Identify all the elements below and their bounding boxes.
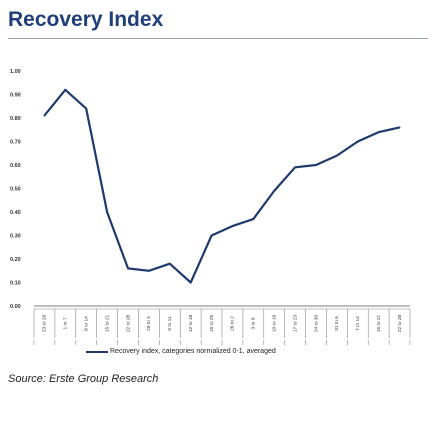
data-point: [252, 218, 255, 220]
x-tick-label: 19 to 25: [209, 315, 215, 333]
data-point: [335, 154, 338, 157]
data-point: [147, 269, 150, 272]
data-point: [294, 166, 297, 169]
x-tick-label: 22 to 28: [397, 315, 403, 333]
data-point: [64, 88, 67, 91]
data-point: [231, 225, 234, 228]
x-tick-label: 12 to 18: [188, 315, 194, 333]
x-tick-label: 8 to 14: [83, 316, 89, 331]
x-tick-label: 29 to 4: [146, 316, 152, 331]
x-tick-label: 26 to 2: [230, 316, 236, 331]
y-tick-label: 0.20: [10, 257, 21, 263]
y-tick-label: 0.80: [10, 116, 21, 122]
y-tick-label: 0.90: [10, 93, 21, 99]
y-tick-label: 0.40: [10, 210, 21, 216]
legend-line-swatch: [86, 350, 108, 353]
chart-title: Recovery Index: [8, 8, 164, 31]
legend-label: Recovery index, categories normalized 0-…: [110, 348, 276, 355]
recovery-index-chart: 0.00 0.10 0.20 0.30 0.40 0.50 0.60 0.70 0.80 0.90…: [10, 69, 411, 345]
data-point: [85, 107, 88, 110]
x-tick-label: 24 to 30: [313, 315, 319, 333]
data-point: [189, 281, 192, 284]
x-tick-label: 15 to 21: [376, 315, 382, 333]
x-tick-label: 7 to 14: [355, 316, 361, 331]
x-tick-label: 15 to 21: [104, 315, 110, 333]
data-point: [273, 189, 276, 192]
y-tick-label: 0.00: [10, 304, 21, 310]
title-rule: [8, 38, 428, 39]
data-point: [43, 114, 46, 117]
x-tick-label: 31 to 6: [334, 316, 340, 331]
x-tick-label: 22 to 28: [125, 315, 131, 333]
data-point: [168, 262, 171, 265]
data-point: [356, 140, 359, 143]
data-point: [398, 126, 401, 129]
x-tick-label: 3 to 9: [251, 317, 257, 329]
x-tick-label: 23 to 29: [42, 315, 48, 333]
y-tick-label: 0.10: [10, 281, 21, 287]
x-tick-label: 10 to 16: [271, 315, 277, 333]
data-point: [127, 267, 129, 270]
x-tick-label: 1 to 7: [63, 317, 69, 329]
y-tick-label: 0.50: [10, 187, 21, 193]
data-point: [210, 234, 213, 237]
y-tick-label: 0.70: [10, 140, 21, 146]
data-point: [106, 211, 109, 213]
recovery-index-line: [43, 88, 400, 284]
y-tick-label: 0.30: [10, 234, 21, 240]
data-point: [377, 131, 380, 134]
x-tick-label: 5 to 11: [167, 316, 173, 331]
data-point: [315, 164, 317, 166]
x-tick-label: 17 to 23: [292, 315, 298, 333]
y-tick-label: 0.60: [10, 163, 21, 169]
source-note: Source: Erste Group Research: [8, 373, 159, 385]
y-tick-label: 1.00: [10, 69, 21, 75]
chart-legend: Recovery index, categories normalized 0-…: [86, 348, 276, 355]
